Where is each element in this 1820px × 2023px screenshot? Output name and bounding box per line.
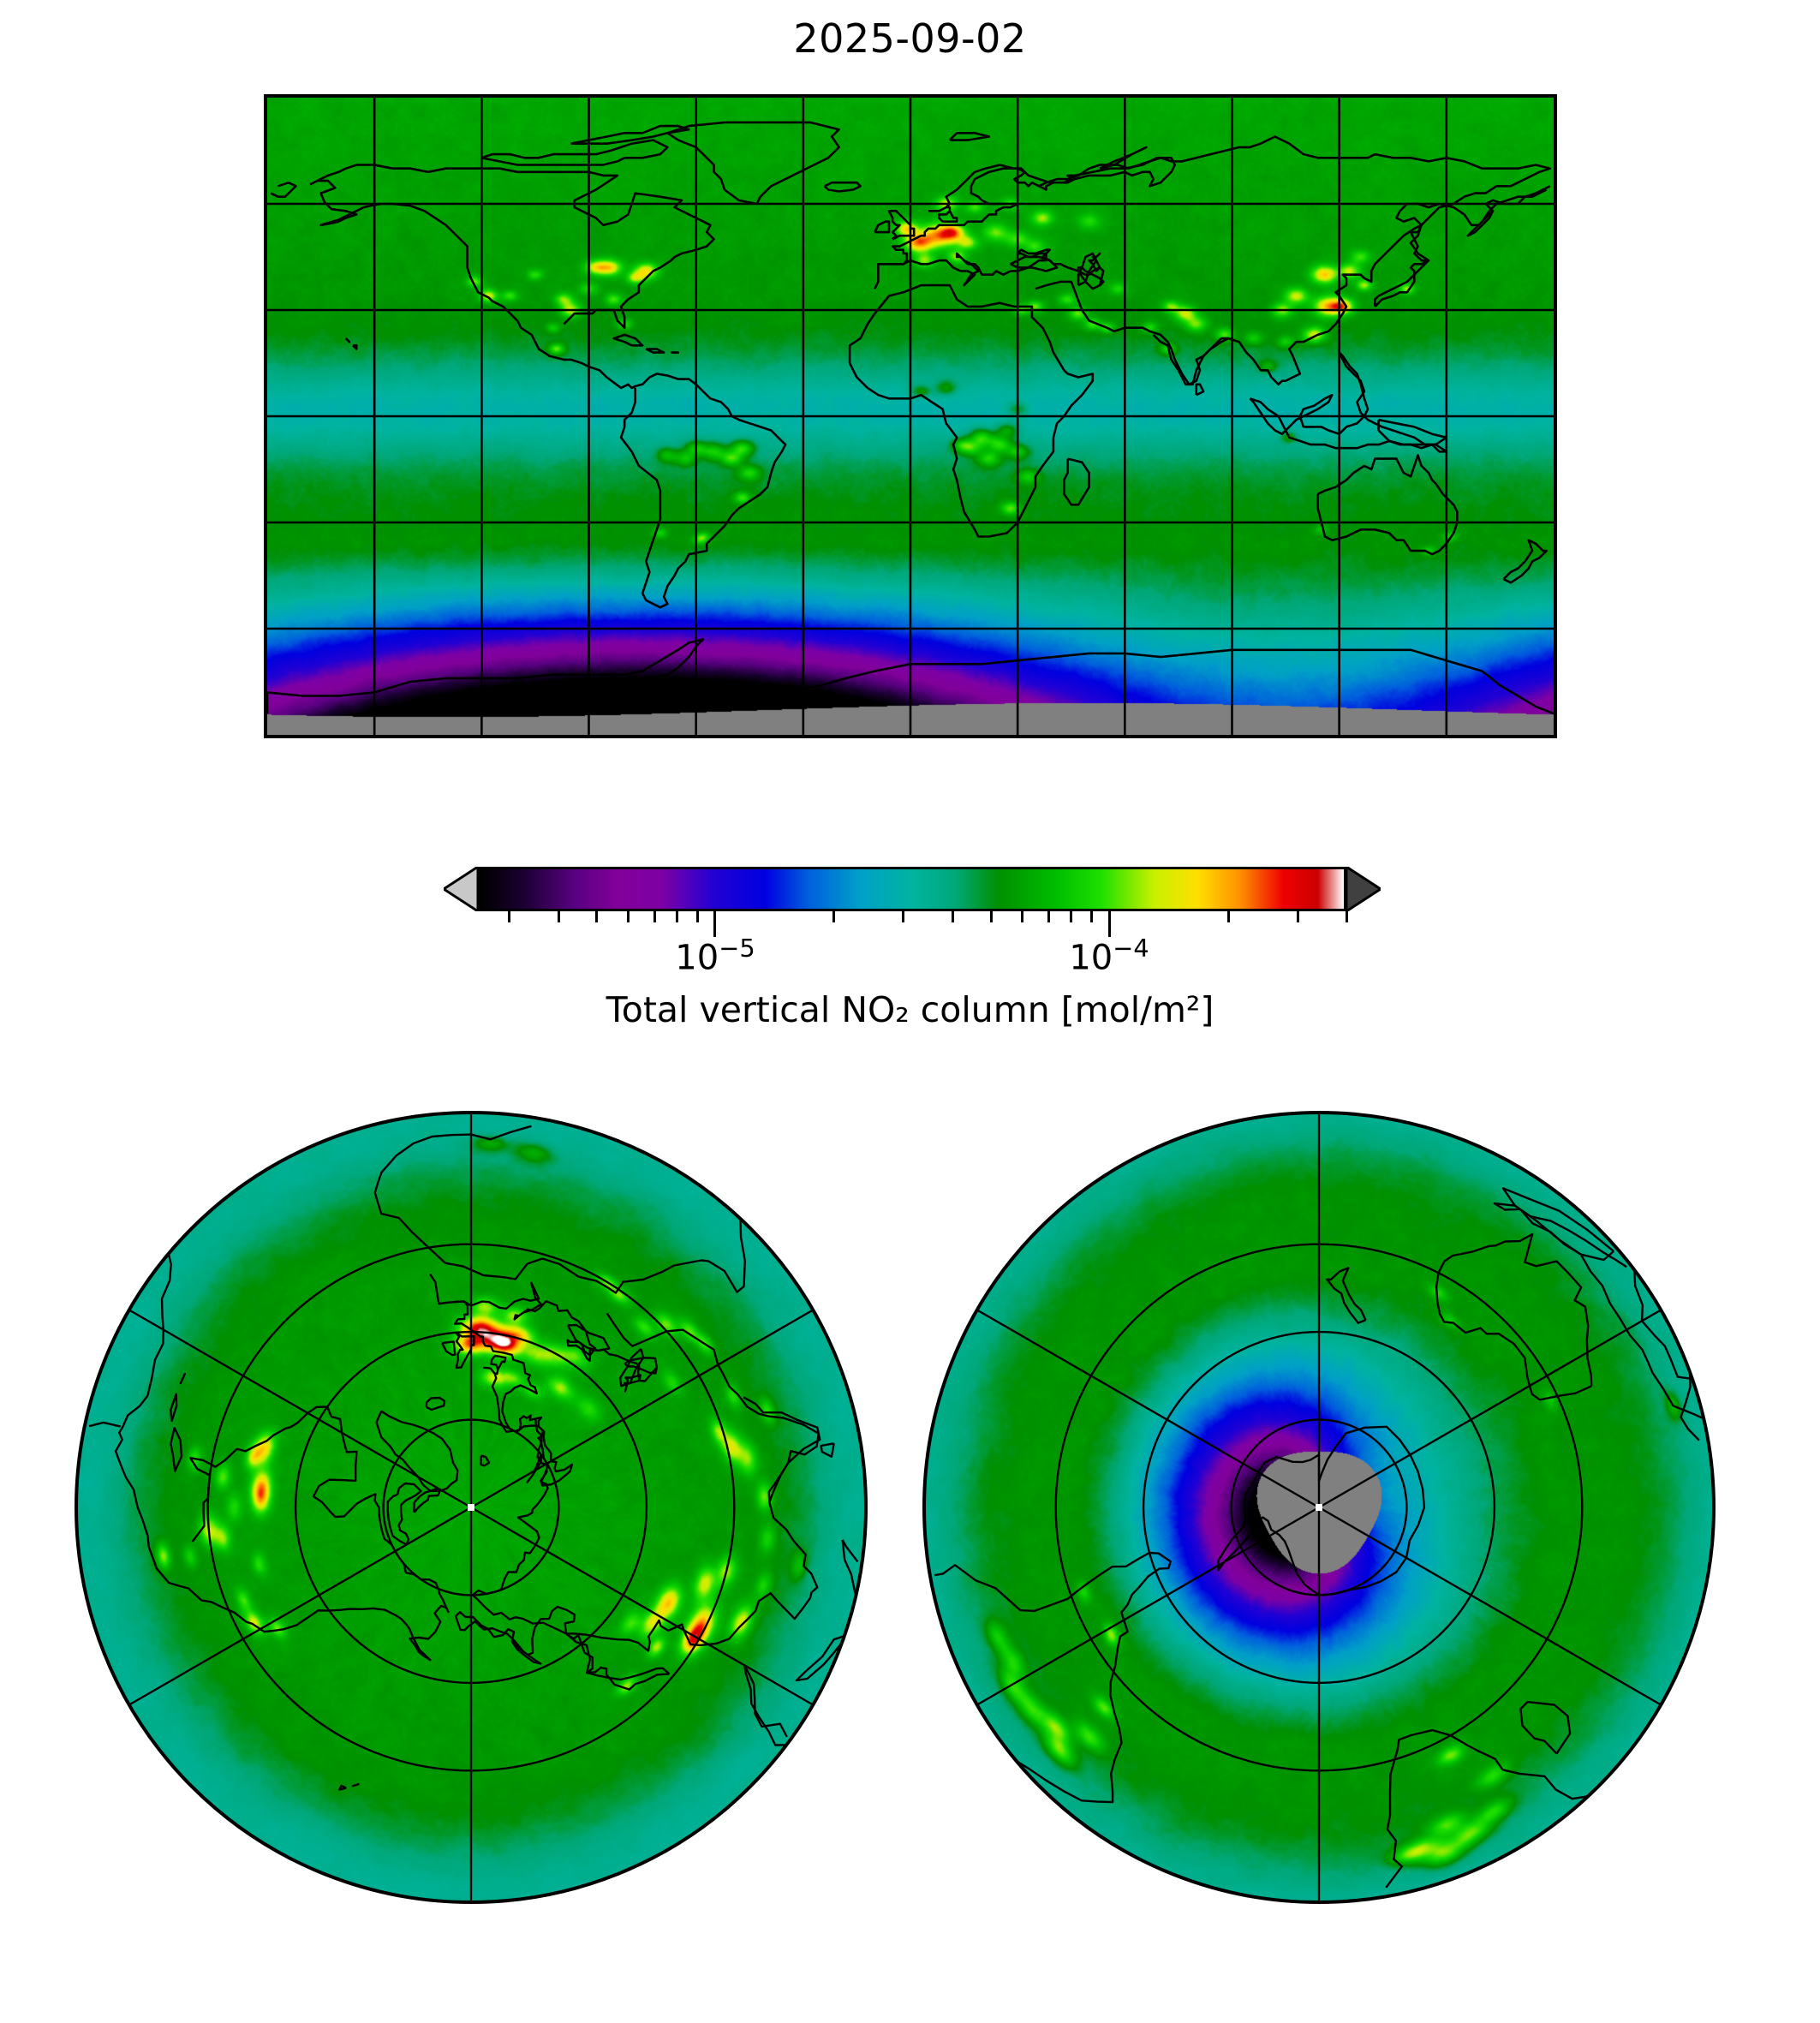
colorbar-minor-tick bbox=[626, 911, 630, 922]
graticule bbox=[267, 98, 1554, 735]
colorbar-minor-tick bbox=[508, 911, 511, 922]
triangle-left-icon bbox=[444, 867, 478, 911]
colorbar-minor-tick bbox=[832, 911, 836, 922]
page-title: 2025-09-02 bbox=[793, 15, 1027, 62]
coastlines bbox=[267, 121, 1554, 715]
colorbar-major-tick bbox=[713, 911, 717, 937]
colorbar-tick-labels: 10−5 10−4 bbox=[0, 934, 1820, 985]
colorbar-tick-label: 10−5 bbox=[675, 934, 755, 978]
colorbar-minor-tick bbox=[1346, 911, 1348, 922]
colorbar-minor-tick bbox=[1020, 911, 1023, 922]
coastlines bbox=[934, 1187, 1704, 1889]
south-polar-panel bbox=[921, 1109, 1717, 1906]
colorbar-tick-label: 10−4 bbox=[1069, 934, 1149, 978]
coastlines bbox=[88, 1125, 859, 1791]
colorbar-axis-label: Total vertical NO₂ column [mol/m²] bbox=[606, 989, 1214, 1030]
global-map-panel bbox=[264, 94, 1557, 738]
colorbar-ticks bbox=[478, 911, 1348, 937]
colorbar-minor-tick bbox=[653, 911, 656, 922]
south-polar-overlay bbox=[922, 1111, 1716, 1904]
colorbar-gradient bbox=[480, 869, 1344, 909]
colorbar-minor-tick bbox=[951, 911, 954, 922]
colorbar-minor-tick bbox=[1070, 911, 1073, 922]
colorbar-minor-tick bbox=[1089, 911, 1093, 922]
colorbar-bar bbox=[478, 867, 1346, 911]
global-map-overlay bbox=[267, 98, 1554, 735]
colorbar-minor-tick bbox=[902, 911, 905, 922]
north-polar-overlay bbox=[75, 1111, 868, 1904]
colorbar-minor-tick bbox=[595, 911, 599, 922]
colorbar-minor-tick bbox=[557, 911, 560, 922]
graticule bbox=[75, 1111, 868, 1904]
north-polar-panel bbox=[73, 1109, 869, 1906]
graticule bbox=[922, 1111, 1716, 1904]
colorbar-minor-tick bbox=[1296, 911, 1299, 922]
colorbar-minor-tick bbox=[695, 911, 699, 922]
colorbar-major-tick bbox=[1107, 911, 1111, 937]
triangle-right-icon bbox=[1346, 867, 1381, 911]
colorbar-group: 10−5 10−4 bbox=[0, 848, 1820, 1028]
colorbar-minor-tick bbox=[989, 911, 993, 922]
colorbar-minor-tick bbox=[1047, 911, 1050, 922]
colorbar-minor-tick bbox=[676, 911, 679, 922]
colorbar-minor-tick bbox=[1226, 911, 1230, 922]
